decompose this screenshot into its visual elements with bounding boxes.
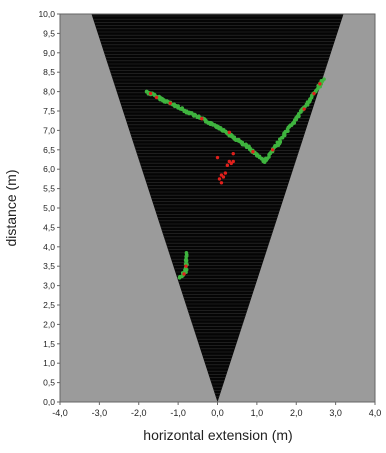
y-tick-label: 9,0 bbox=[43, 48, 55, 58]
data-point bbox=[217, 177, 222, 181]
y-tick-label: 5,0 bbox=[43, 203, 55, 213]
series-0 bbox=[144, 77, 326, 280]
data-point bbox=[231, 151, 235, 156]
y-tick-label: 2,5 bbox=[43, 300, 55, 310]
x-tick-label: 3,0 bbox=[329, 408, 342, 418]
y-tick-label: 1,5 bbox=[43, 339, 55, 349]
y-tick-label: 4,5 bbox=[43, 222, 55, 232]
y-tick-label: 10,0 bbox=[38, 9, 55, 19]
data-point bbox=[312, 91, 316, 96]
x-tick-label: 2,0 bbox=[290, 408, 303, 418]
data-point bbox=[219, 173, 224, 177]
data-point bbox=[148, 91, 153, 96]
x-tick-label: 4,0 bbox=[369, 408, 382, 418]
y-axis-label: distance (m) bbox=[3, 169, 19, 246]
y-tick-label: 0,5 bbox=[43, 378, 55, 388]
data-points bbox=[144, 77, 326, 280]
y-tick-label: 5,5 bbox=[43, 184, 55, 194]
y-tick-label: 6,0 bbox=[43, 164, 55, 174]
y-tick-label: 2,0 bbox=[43, 319, 55, 329]
data-point bbox=[318, 82, 322, 86]
data-point bbox=[184, 264, 188, 268]
x-tick-label: 1,0 bbox=[251, 408, 264, 418]
y-tick-label: 9,5 bbox=[43, 28, 55, 38]
x-tick-label: -1,0 bbox=[170, 408, 186, 418]
y-tick-label: 3,0 bbox=[43, 281, 55, 291]
x-tick-label: 0,0 bbox=[211, 408, 224, 418]
data-point bbox=[251, 150, 255, 154]
y-tick-label: 8,5 bbox=[43, 67, 55, 77]
y-tick-label: 4,0 bbox=[43, 242, 55, 252]
x-tick-label: -2,0 bbox=[131, 408, 147, 418]
x-tick-label: -4,0 bbox=[52, 408, 68, 418]
data-point bbox=[168, 101, 172, 105]
series-1 bbox=[148, 82, 322, 276]
data-point bbox=[225, 163, 230, 168]
data-point bbox=[184, 251, 189, 255]
data-point bbox=[184, 257, 188, 261]
data-point bbox=[231, 159, 235, 164]
data-point bbox=[270, 148, 275, 152]
x-axis-label: horizontal extension (m) bbox=[143, 427, 292, 443]
y-tick-label: 0,0 bbox=[43, 397, 55, 407]
data-point bbox=[322, 77, 326, 81]
data-point bbox=[280, 135, 285, 140]
data-point bbox=[154, 95, 159, 100]
data-point bbox=[200, 117, 204, 121]
y-tick-label: 7,5 bbox=[43, 106, 55, 116]
data-point bbox=[219, 181, 224, 185]
data-point bbox=[223, 171, 228, 175]
x-tick-label: -3,0 bbox=[92, 408, 108, 418]
data-point bbox=[182, 272, 186, 276]
data-point bbox=[215, 155, 220, 160]
axes: 0,0 0,5 1,0 1,5 2,0 2,5 3,0 3,5 4,0 4,5 5,0 5,5 6,0 6… bbox=[38, 9, 381, 418]
y-tick-label: 1,0 bbox=[43, 358, 55, 368]
data-point bbox=[302, 107, 306, 111]
y-tick-label: 8,0 bbox=[43, 87, 55, 97]
y-tick-label: 6,5 bbox=[43, 145, 55, 155]
data-point bbox=[227, 130, 232, 135]
plot-area bbox=[60, 14, 375, 402]
y-tick-label: 3,5 bbox=[43, 261, 55, 271]
y-tick-label: 7,0 bbox=[43, 125, 55, 135]
